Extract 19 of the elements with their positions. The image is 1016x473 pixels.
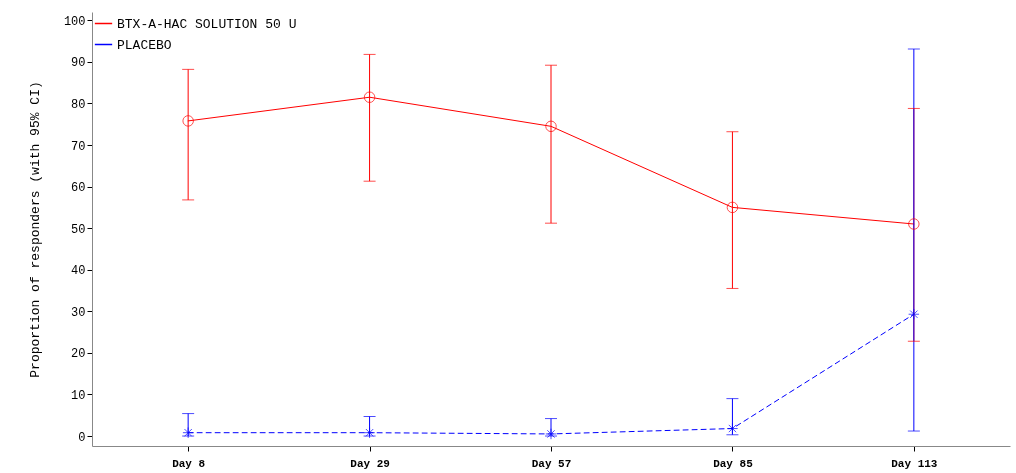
y-tick-label: 30 xyxy=(71,305,86,320)
legend-label: BTX-A-HAC SOLUTION 50 U xyxy=(117,16,297,32)
x-tick-label: Day 29 xyxy=(350,457,390,470)
y-tick-label: 10 xyxy=(71,388,86,403)
x-tick-label: Day 57 xyxy=(531,457,572,470)
x-tick-label: Day 85 xyxy=(713,457,754,470)
y-tick-label: 50 xyxy=(71,222,86,237)
y-axis-title: Proportion of responders (with 95% CI) xyxy=(27,81,43,378)
y-tick-label: 0 xyxy=(78,430,86,445)
y-tick-label: 100 xyxy=(63,14,86,29)
legend-label: PLACEBO xyxy=(117,37,172,53)
y-tick-label: 90 xyxy=(71,56,86,71)
y-tick-label: 60 xyxy=(71,181,86,196)
y-tick-label: 40 xyxy=(71,264,86,279)
x-tick-label: Day 8 xyxy=(172,457,206,470)
x-tick-label: Day 113 xyxy=(891,457,938,470)
y-tick-label: 70 xyxy=(71,139,86,154)
y-tick-label: 80 xyxy=(71,97,86,112)
y-tick-label: 20 xyxy=(71,347,86,362)
